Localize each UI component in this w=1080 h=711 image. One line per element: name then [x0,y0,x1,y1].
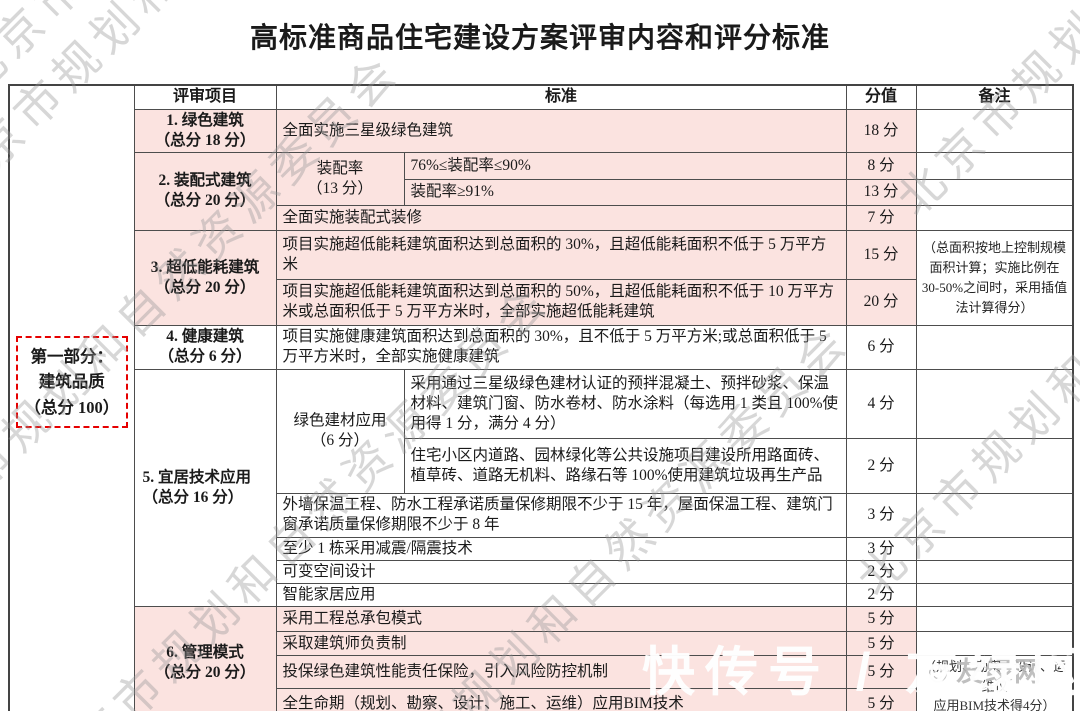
cell-s6a-remark [915,606,1074,633]
cell-s3a-standard: 项目实施超低能耗建筑面积达到总面积的 30%，且超低能耗面积不低于 5 万平方米 [275,229,847,280]
cell-s5b-score: 2 分 [845,437,917,494]
cell-s5-sublabel: 绿色建材应用 （6 分） [275,368,405,494]
cell-s2b-remark [915,178,1074,206]
cell-s3-remark: （总面积按地上控制规模面积计算；实施比例在 30-50%之间时，采用插值法计算得… [915,229,1074,326]
item-livable-tech: 5. 宜居技术应用 （总分 16 分） [133,368,277,608]
cell-s1-standard: 全面实施三星级绿色建筑 [275,108,847,153]
col-header-item: 评审项目 [133,84,277,110]
item-green-building: 1. 绿色建筑 （总分 18 分） [133,108,277,153]
item-ultra-low-energy: 3. 超低能耗建筑 （总分 20 分） [133,229,277,326]
col-header-score: 分值 [845,84,917,110]
cell-s4-remark [915,324,1074,370]
cell-s4-score: 6 分 [845,324,917,370]
cell-s2b-score: 13 分 [845,178,917,206]
part-label-line: 建筑品质 [38,372,105,392]
cell-s6-remark: ☺ 友绿网 （规划、勘察、设计、运维仅 应用BIM技术得4分） [915,655,1074,711]
cell-s5a-standard: 采用通过三星级绿色建材认证的预拌混凝土、预拌砂浆、保温材料、建筑门窗、防水卷材、… [403,368,847,439]
cell-s5f-remark [915,583,1074,608]
cell-s2-sublabel: 装配率 （13 分） [275,151,405,206]
item-management-mode: 6. 管理模式 （总分 20 分） [133,606,277,711]
cell-s3b-standard: 项目实施超低能耗建筑面积达到总面积的 50%，且超低能耗面积不低于 10 万平方… [275,278,847,326]
cell-s5f-standard: 智能家居应用 [275,583,847,608]
smiley-logo-icon: ☺ [922,655,954,689]
cell-s2a-score: 8 分 [845,151,917,180]
col-header-standard: 标准 [275,84,847,110]
item-healthy-building: 4. 健康建筑 （总分 6 分） [133,324,277,370]
cell-s1-remark [915,108,1074,153]
part-one-box: 第一部分： 建筑品质 （总分 100） [16,336,128,428]
page-title: 高标准商品住宅建设方案评审内容和评分标准 [249,23,830,54]
remark-line: （规划、勘察、设计、运维仅 [923,659,1067,694]
remark-line: 应用BIM技术得4分） [933,698,1056,711]
cell-s6d-score: 5 分 [845,688,917,711]
cell-s5c-standard: 外墙保温工程、防水工程承诺质量保修期限不少于 15 年，屋面保温工程、建筑门窗承… [275,492,847,538]
col-header-remark: 备注 [915,84,1074,110]
cell-s6c-score: 5 分 [845,655,917,690]
item-prefab-building: 2. 装配式建筑 （总分 20 分） [133,151,277,231]
cell-s5b-standard: 住宅小区内道路、园林绿化等公共设施项目建设所用路面砖、植草砖、道路无机料、路缘石… [403,437,847,494]
logo-text: 友绿网 [956,657,1044,688]
cell-s5e-score: 2 分 [845,559,917,585]
cell-s2c-standard: 全面实施装配式装修 [275,204,847,231]
cell-s6b-standard: 采取建筑师负责制 [275,631,847,657]
cell-s6a-standard: 采用工程总承包模式 [275,606,847,633]
review-table: 第一部分： 建筑品质 （总分 100） 评审项目 标准 分值 备注 1. 绿色建… [8,84,1075,711]
cell-s6b-score: 5 分 [845,631,917,657]
youlv-logo: ☺ 友绿网 [922,655,1044,691]
cell-s3a-score: 15 分 [845,229,917,280]
cell-s5d-score: 3 分 [845,536,917,561]
cell-s5e-standard: 可变空间设计 [275,559,847,585]
side-label-cell: 第一部分： 建筑品质 （总分 100） [8,84,135,711]
part-label-line: （总分 100） [24,397,120,417]
cell-s5d-standard: 至少 1 栋采用减震/隔震技术 [275,536,847,561]
cell-s6b-remark [915,631,1074,657]
cell-s2a-remark [915,151,1074,180]
cell-s6d-standard: 全生命期（规划、勘察、设计、施工、运维）应用BIM技术 [275,688,847,711]
cell-s3b-score: 20 分 [845,278,917,326]
cell-s4-standard: 项目实施健康建筑面积达到总面积的 30%，且不低于 5 万平方米;或总面积低于 … [275,324,847,370]
cell-s5d-remark [915,536,1074,561]
cell-s5a-remark [915,368,1074,439]
cell-s6a-score: 5 分 [845,606,917,633]
part-label-line: 第一部分： [30,346,114,366]
cell-s2b-standard: 装配率≥91% [403,178,847,206]
cell-s2a-standard: 76%≤装配率≤90% [403,151,847,180]
cell-s2c-score: 7 分 [845,204,917,231]
cell-s5b-remark [915,437,1074,494]
cell-s5a-score: 4 分 [845,368,917,439]
cell-s1-score: 18 分 [845,108,917,153]
cell-s5c-remark [915,492,1074,538]
cell-s2c-remark [915,204,1074,231]
cell-s6c-standard: 投保绿色建筑性能责任保险，引入风险防控机制 [275,655,847,690]
cell-s5f-score: 2 分 [845,583,917,608]
cell-s5e-remark [915,559,1074,585]
cell-s5c-score: 3 分 [845,492,917,538]
